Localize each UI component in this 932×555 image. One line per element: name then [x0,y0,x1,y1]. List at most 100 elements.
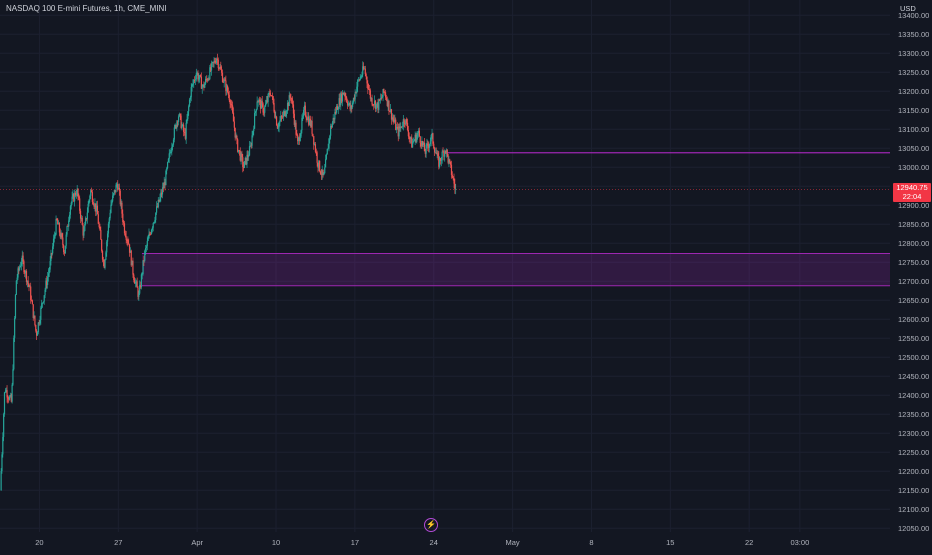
candle-body [148,233,150,239]
candle-body [129,250,132,253]
candle-body [177,116,180,122]
x-tick-label: 27 [114,538,122,547]
candle-body [3,414,5,437]
candle-body [192,83,194,85]
candle-body [314,144,317,152]
candle-body [408,136,410,138]
candle-body [298,137,300,141]
candle-body [450,164,453,175]
candle-body [292,101,294,105]
candle-body [0,471,2,491]
candle-body [2,436,4,455]
candle-body [166,168,168,171]
candle-body [93,204,95,207]
y-tick-label: 12900.00 [898,201,929,210]
candle-body [332,117,334,123]
candle-body [353,97,355,100]
candle-body [74,192,76,202]
candle-body [73,194,75,202]
candle-body [68,220,70,227]
candle-body [119,190,121,205]
candle-body [70,202,72,207]
candle-body [25,271,27,274]
candle-body [252,131,254,136]
candle-body [315,151,317,153]
candle-body [48,269,50,274]
candle-body [198,78,200,80]
candle-body [9,395,12,397]
candle-body [346,102,349,106]
candle-body [189,97,191,100]
candle-body [209,67,211,80]
candle-body [404,122,406,124]
candle-body [333,117,335,120]
candle-body [141,273,143,275]
candle-body [331,122,333,128]
candle-body [411,137,413,148]
candle-body [67,226,69,227]
candle-body [17,268,19,278]
candle-body [340,93,342,106]
candle-body [424,151,426,154]
candle-body [134,282,137,284]
candle-body [281,116,283,117]
candle-body [7,397,9,399]
candle-body [30,300,33,301]
candle-body [150,233,152,235]
candle-body [28,283,30,287]
candle-body [80,217,82,219]
candle-body [352,97,355,103]
candle-body [171,147,173,152]
y-tick-label: 12150.00 [898,486,929,495]
candle-body [431,133,433,136]
candle-body [208,78,210,80]
candle-body [232,105,234,113]
candle-body [361,74,363,77]
candle-body [285,114,287,117]
candle-body [20,261,23,266]
candle-body [74,192,77,196]
candle-body [397,127,399,137]
candle-body [155,212,157,220]
candle-body [229,100,231,104]
candle-body [343,93,345,95]
candle-body [54,234,56,237]
candle-body [313,136,315,145]
candle-body [172,144,174,148]
candle-body [61,233,63,238]
candle-body [312,133,314,137]
candle-body [345,96,347,98]
symbol-title[interactable]: NASDAQ 100 E-mini Futures, 1h, CME_MINI [6,4,167,13]
candle-body [320,173,322,175]
candle-body [202,84,204,86]
candle-body [386,99,388,106]
y-tick-label: 13050.00 [898,144,929,153]
candle-body [409,137,411,140]
candle-body [350,105,352,110]
x-tick-label: 20 [35,538,43,547]
candle-body [162,187,164,189]
candle-body [116,184,118,186]
candle-body [441,151,443,161]
candle-body [299,136,301,141]
candle-body [87,203,89,213]
candle-body [355,92,357,94]
candle-body [64,245,66,254]
candle-body [265,100,268,104]
candle-body [1,454,3,472]
candle-body [237,139,239,152]
candle-body [452,177,454,179]
candle-body [170,151,172,153]
candle-body [357,79,360,81]
candle-body [214,60,216,63]
currency-label[interactable]: USD [900,4,916,13]
candle-body [280,116,282,121]
lightning-icon[interactable]: ⚡ [424,518,438,532]
demand-zone-box [141,253,891,286]
candle-body [436,153,438,155]
candle-body [122,213,124,223]
candle-body [381,96,383,99]
candle-body [406,119,408,123]
